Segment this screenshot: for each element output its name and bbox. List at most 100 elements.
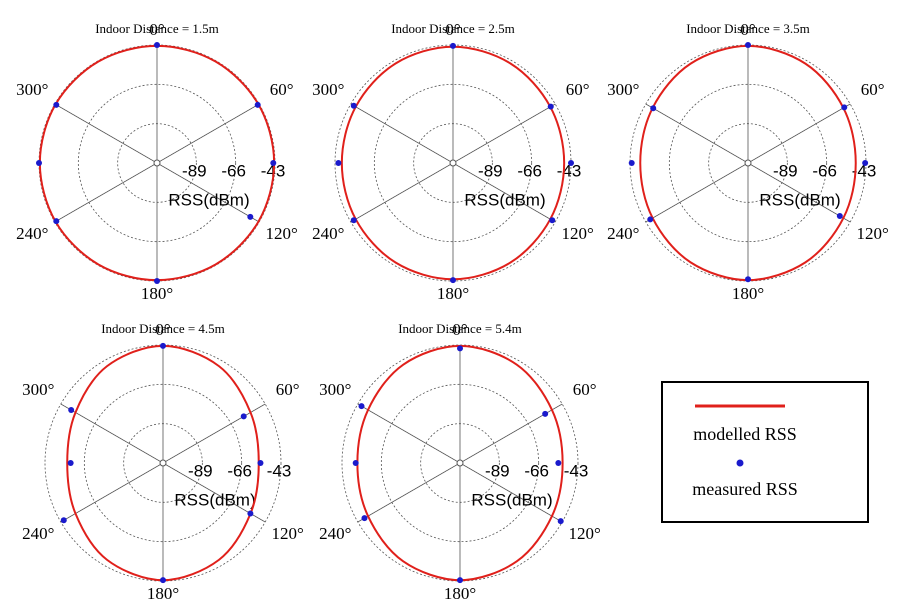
r-tick-label: -89 [478,161,503,180]
polar-chart: Indoor Distance = 4.5m -89 -66 -43 0° 60° 120°… [22,320,304,603]
spoke-grid [54,103,260,223]
measured-point [542,410,549,417]
measured-point [352,460,359,466]
chart-title: Indoor Distance = 1.5m [95,21,219,36]
measured-point [450,42,456,49]
measured-point [247,213,254,220]
angle-label: 0° [452,320,467,339]
measured-point [361,515,368,522]
ring-grid [77,83,237,243]
measured-point [549,217,556,224]
polar-chart: Indoor Distance = 2.5m-89 -66 -430°60°120°… [312,20,594,303]
r-tick-label: -89 [188,461,213,480]
angle-label: 300° [16,80,48,99]
r-tick-label: -66 [524,461,549,480]
measured-point [247,510,254,517]
angle-label: 120° [266,224,298,243]
center-dot [449,159,457,167]
measured-point [350,102,357,109]
angle-label: 0° [740,20,755,39]
r-tick-label: -43 [564,461,589,480]
measured-point [628,160,635,166]
r-tick-label: -66 [227,461,252,480]
spoke-grid [60,403,266,523]
angle-label: 240° [607,224,639,243]
measured-point [53,218,60,225]
spoke-grid [54,103,260,223]
measured-point [841,104,848,111]
polar-chart: Indoor Distance = 1.5m-89 -66 -430°60°120°… [16,20,298,303]
angle-label: 180° [147,584,179,603]
measured-point [350,217,357,224]
angle-label: 120° [562,224,594,243]
r-axis-label: RSS(dBm) [174,490,255,509]
angle-label: 60° [573,380,597,399]
measured-point [836,213,843,220]
measured-point [154,42,160,48]
angle-label: 60° [276,380,300,399]
angle-label: 120° [272,524,304,543]
measured-point [270,160,277,166]
measured-point [160,577,166,584]
measured-point [160,342,166,349]
measured-point [745,42,751,48]
angle-label: 0° [155,320,170,339]
measured-point [555,460,562,466]
measured-point [36,160,42,166]
angle-label: 60° [270,80,294,99]
r-tick-label: -66 [517,161,542,180]
polar-chart: Indoor Distance = 5.4m -89 -66 -43 0° 60° 120°… [319,320,601,603]
ring-grid [373,83,533,243]
polar-chart: Indoor Distance = 3.5m -89 -66 -43 0° 60° 120°… [607,20,889,303]
measured-point [68,406,75,413]
r-axis-label: RSS(dBm) [168,190,249,209]
center-dot [153,159,161,167]
spoke-grid [60,403,266,523]
measured-point [862,160,869,166]
r-axis-label: RSS(dBm) [464,190,545,209]
measured-point [647,216,654,223]
angle-label: 240° [319,524,351,543]
angle-label: 60° [566,80,590,99]
angle-label: 240° [16,224,48,243]
spoke-grid [54,103,260,223]
legend-swatch [736,459,744,467]
r-tick-label: -66 [221,161,246,180]
measured-point [60,517,67,524]
angle-label: 180° [141,284,173,303]
angle-label: 0° [149,20,164,39]
angle-label: 120° [857,224,889,243]
chart-title: Indoor Distance = 5.4m [398,321,522,336]
measured-point [53,101,60,108]
r-axis-label: RSS(dBm) [471,490,552,509]
measured-point [450,277,456,284]
center-dot [159,459,167,467]
legend-label: modelled RSS [693,424,797,444]
angle-label: 240° [312,224,344,243]
measured-point [257,460,264,466]
measured-point [457,345,463,352]
spoke-grid [54,103,260,223]
spoke-grid [60,403,266,523]
r-tick-label: -89 [773,161,798,180]
measured-point [254,101,261,108]
measured-point [154,278,160,284]
measured-point [547,103,554,110]
measured-point [240,413,247,420]
angle-label: 240° [22,524,54,543]
measured-point [457,577,463,584]
spoke-grid [60,403,266,523]
r-tick-label: -66 [812,161,837,180]
angle-label: 120° [569,524,601,543]
ring-grid [668,83,828,243]
angle-label: 300° [319,380,351,399]
ring-grid [83,383,243,543]
angle-label: 300° [312,80,344,99]
angle-label: 0° [445,20,460,39]
chart-title: Indoor Distance = 3.5m [686,21,810,36]
r-tick-label: -43 [267,461,292,480]
measured-point [358,403,365,410]
ring-grid [380,383,540,543]
measured-point [745,276,751,283]
